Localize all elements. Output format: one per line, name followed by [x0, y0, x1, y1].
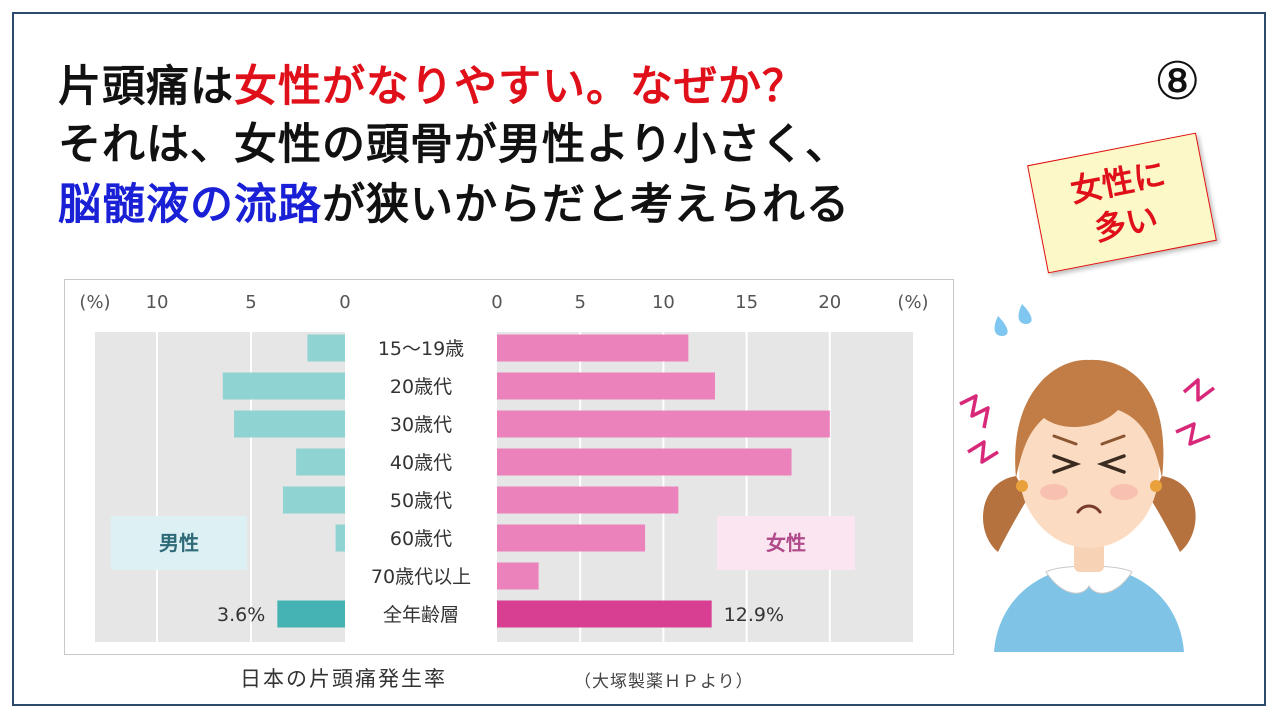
male-tick-label: 10	[146, 292, 169, 313]
eye-left	[1052, 454, 1082, 474]
pain-zigzag-left-2	[967, 440, 999, 464]
female-bar	[497, 600, 712, 628]
female-label-box	[717, 516, 855, 570]
title-line-1-black: 片頭痛は	[58, 62, 234, 112]
female-bar	[497, 562, 539, 590]
pain-zigzag-right-1	[1182, 378, 1216, 402]
male-label-box	[111, 516, 247, 570]
pigtail-right	[1150, 476, 1196, 552]
male-bar	[307, 334, 345, 362]
cheek-left	[1040, 484, 1068, 500]
female-bar	[497, 410, 830, 438]
male-total-label: 3.6%	[217, 604, 265, 626]
chart-caption: 日本の片頭痛発生率	[240, 667, 447, 691]
title-line-3: 脳髄液の流路が狭いからだと考えられる	[58, 170, 850, 232]
chart-box: (%) 10 5 0 0 5 10 15 20 (%) 男性 女性 15～19歳 20歳代 30歳代 40歳代…	[64, 279, 954, 655]
female-tick-label: 5	[574, 292, 585, 313]
pigtail-left	[983, 476, 1028, 552]
category-label: 70歳代以上	[371, 566, 471, 588]
female-tick-label: 20	[818, 292, 841, 313]
category-label: 30歳代	[390, 414, 452, 436]
male-bar	[282, 486, 345, 514]
category-label: 20歳代	[390, 376, 452, 398]
female-bar	[497, 448, 792, 476]
slide-number: ⑧	[1154, 52, 1201, 112]
category-label: 60歳代	[390, 528, 452, 550]
slide-frame	[12, 12, 1266, 706]
male-tick-label: 5	[245, 292, 256, 313]
title-line-2: それは、女性の頭骨が男性より小さく、	[58, 120, 850, 170]
title-line-3-black: が狭いからだと考えられる	[322, 180, 850, 230]
pain-zigzag-right-2	[1175, 422, 1211, 446]
title-line-1: 片頭痛は女性がなりやすい。なぜか？	[58, 52, 806, 114]
dress	[994, 566, 1184, 652]
hair-tie-right	[1150, 480, 1162, 492]
category-label: 全年齢層	[383, 604, 459, 626]
female-bar	[497, 486, 679, 514]
cheek-right	[1110, 484, 1138, 500]
female-tick-label: (%)	[897, 292, 928, 313]
female-bar	[497, 334, 689, 362]
female-bar	[497, 524, 646, 552]
male-bar	[234, 410, 345, 438]
female-tick-label: 15	[735, 292, 758, 313]
category-label: 15～19歳	[378, 338, 464, 360]
headache-girl-illustration	[959, 304, 1216, 652]
hair-tie-left	[1016, 480, 1028, 492]
male-label: 男性	[159, 531, 199, 555]
male-bar	[335, 524, 345, 552]
category-label: 40歳代	[390, 452, 452, 474]
category-label: 50歳代	[390, 490, 452, 512]
pain-zigzag-left-1	[959, 394, 990, 429]
face	[1019, 392, 1159, 548]
female-bar	[497, 372, 715, 400]
migraine-chart: (%) 10 5 0 0 5 10 15 20 (%) 男性 女性 15～19歳 20歳代 30歳代 40歳代…	[79, 292, 929, 642]
title-line-1-red: 女性がなりやすい。なぜか？	[234, 62, 806, 112]
mouth	[1076, 504, 1102, 514]
hair	[1015, 359, 1164, 478]
male-tick-label: (%)	[79, 292, 110, 313]
brow-right	[1100, 434, 1126, 446]
brow-left	[1052, 434, 1078, 446]
female-label: 女性	[766, 531, 806, 555]
female-total-label: 12.9%	[724, 604, 784, 626]
title-line-3-blue: 脳髄液の流路	[58, 180, 322, 230]
male-bar	[296, 448, 345, 476]
source-note: （大塚製薬ＨＰより）	[574, 672, 754, 692]
male-tick-label: 0	[339, 292, 350, 313]
female-tick-label: 0	[491, 292, 502, 313]
female-tick-label: 10	[652, 292, 675, 313]
sweat-drop-1	[994, 316, 1008, 336]
male-bar	[277, 600, 345, 628]
male-bar	[222, 372, 345, 400]
eye-right	[1096, 454, 1126, 474]
sweat-drop-2	[1018, 304, 1032, 324]
